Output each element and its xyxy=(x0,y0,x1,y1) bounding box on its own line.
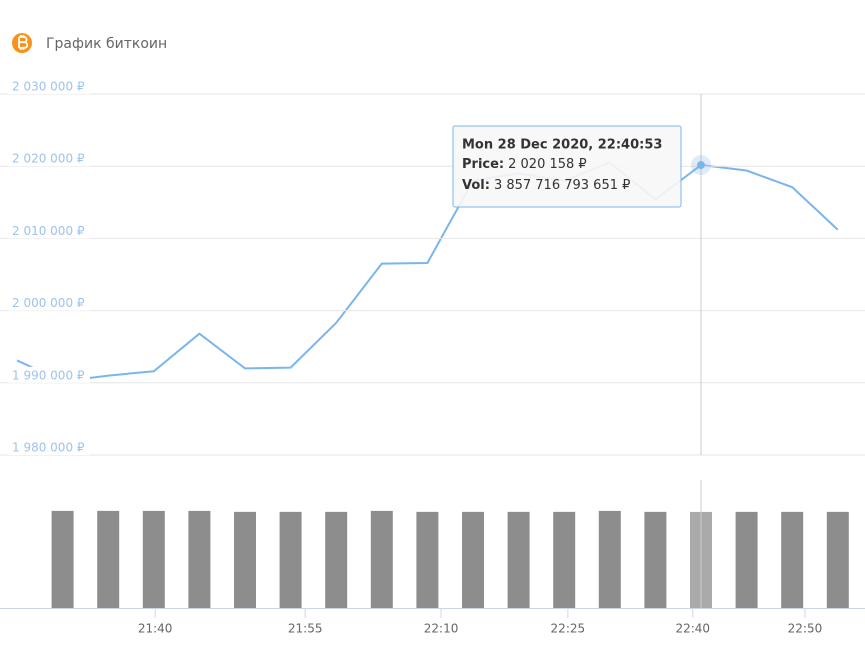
hover-point xyxy=(697,161,705,170)
y-tick-label: 2 030 000 ₽ xyxy=(12,80,85,94)
x-tick-label: 22:10 xyxy=(424,622,459,636)
volume-bar xyxy=(644,511,667,608)
volume-bar xyxy=(51,510,74,608)
volume-bar xyxy=(416,511,439,608)
y-tick-label: 2 000 000 ₽ xyxy=(12,296,85,310)
volume-bar xyxy=(781,511,804,608)
volume-bar xyxy=(553,511,576,608)
volume-bar xyxy=(462,511,484,608)
volume-bar xyxy=(826,511,849,608)
tooltip-value: 3 857 716 793 651 ₽ xyxy=(494,178,630,193)
volume-bar xyxy=(279,511,302,608)
tooltip-series-name: Vol: xyxy=(462,178,490,193)
bitcoin-icon-glyph xyxy=(18,35,29,50)
volume-bar xyxy=(507,511,530,608)
volume-bar xyxy=(735,511,758,608)
x-tick-label: 22:40 xyxy=(675,622,710,636)
tooltip xyxy=(452,125,682,208)
tooltip-value: 2 020 158 ₽ xyxy=(508,157,587,172)
x-tick-label: 21:40 xyxy=(138,622,173,636)
price-line xyxy=(16,161,839,383)
tooltip-series-name: Price: xyxy=(462,157,504,172)
volume-bar xyxy=(598,510,621,608)
volume-bar xyxy=(188,510,211,608)
x-tick-label: 22:50 xyxy=(788,622,823,636)
y-tick-label-bg xyxy=(8,78,90,94)
tooltip-row: Price: 2 020 158 ₽ xyxy=(462,157,587,172)
y-tick-label-bg xyxy=(8,439,90,455)
volume-bar xyxy=(142,510,165,608)
y-tick-label-bg xyxy=(8,150,90,167)
y-tick-label-bg xyxy=(8,366,90,383)
y-tick-label-bg xyxy=(8,294,90,311)
y-tick-label: 2 010 000 ₽ xyxy=(12,224,85,238)
y-tick-label: 1 980 000 ₽ xyxy=(12,441,85,455)
volume-bar xyxy=(234,511,256,608)
volume-bar xyxy=(325,511,348,608)
chart-title: График биткоин xyxy=(46,36,167,52)
x-tick-label: 22:25 xyxy=(551,622,586,636)
tooltip-row: Vol: 3 857 716 793 651 ₽ xyxy=(462,178,630,193)
volume-bar xyxy=(97,510,120,608)
y-tick-label-bg xyxy=(8,222,90,239)
y-tick-label: 1 990 000 ₽ xyxy=(12,368,85,382)
volume-bar xyxy=(370,510,393,608)
tooltip-title: Mon 28 Dec 2020, 22:40:53 xyxy=(462,138,662,153)
plot-area xyxy=(16,161,849,608)
x-tick-label: 21:55 xyxy=(288,622,323,636)
y-tick-label: 2 020 000 ₽ xyxy=(12,152,85,166)
